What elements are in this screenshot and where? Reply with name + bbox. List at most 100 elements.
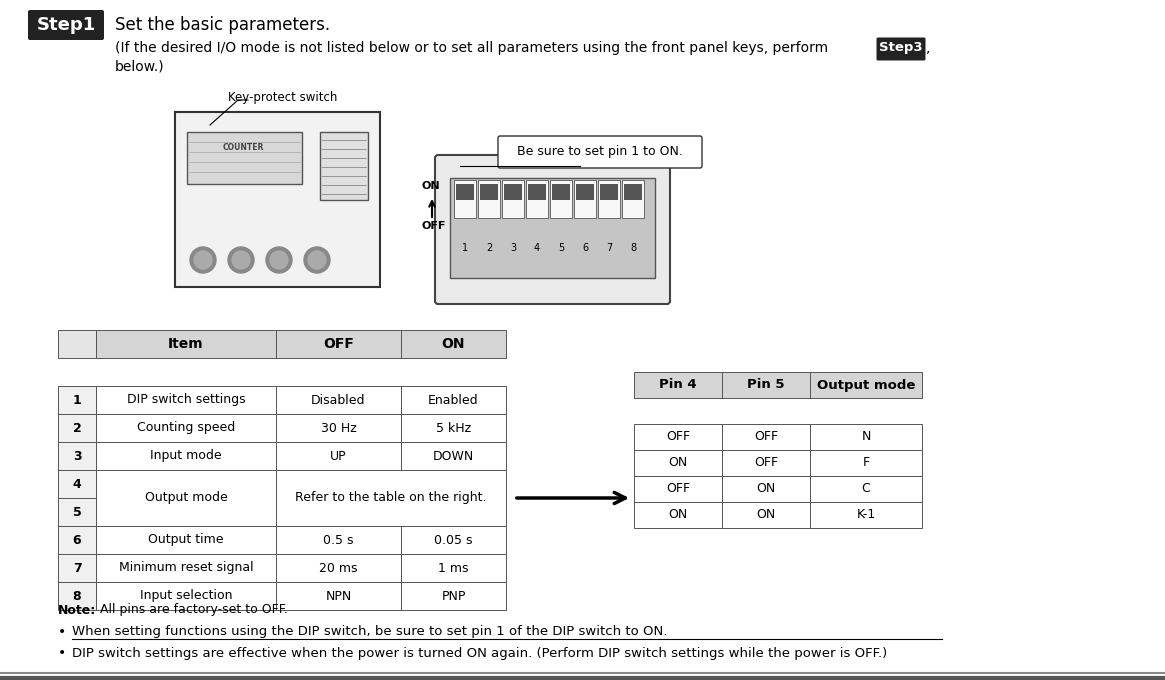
Circle shape <box>266 247 292 273</box>
Text: 5: 5 <box>558 243 564 253</box>
Text: OFF: OFF <box>754 456 778 469</box>
FancyBboxPatch shape <box>722 424 810 450</box>
Text: When setting functions using the DIP switch, be sure to set pin 1 of the DIP swi: When setting functions using the DIP swi… <box>72 626 668 639</box>
FancyBboxPatch shape <box>598 180 620 218</box>
Text: Input selection: Input selection <box>140 590 232 602</box>
FancyBboxPatch shape <box>401 442 506 470</box>
FancyBboxPatch shape <box>401 554 506 582</box>
FancyBboxPatch shape <box>58 414 96 442</box>
FancyBboxPatch shape <box>276 414 401 442</box>
FancyBboxPatch shape <box>58 526 96 554</box>
FancyBboxPatch shape <box>276 582 401 610</box>
Text: ON: ON <box>669 509 687 522</box>
FancyBboxPatch shape <box>401 526 506 554</box>
FancyBboxPatch shape <box>634 372 722 398</box>
Text: DOWN: DOWN <box>433 449 474 462</box>
FancyBboxPatch shape <box>722 372 810 398</box>
Text: Step3: Step3 <box>880 41 923 54</box>
Circle shape <box>232 251 250 269</box>
Text: 6: 6 <box>72 534 82 547</box>
FancyBboxPatch shape <box>634 450 722 476</box>
FancyBboxPatch shape <box>634 424 722 450</box>
Text: Note:: Note: <box>58 604 97 617</box>
Text: Output time: Output time <box>148 534 224 547</box>
Text: All pins are factory-set to OFF.: All pins are factory-set to OFF. <box>96 604 288 617</box>
Circle shape <box>195 251 212 269</box>
Text: F: F <box>862 456 869 469</box>
FancyBboxPatch shape <box>28 10 104 40</box>
Text: 8: 8 <box>630 243 636 253</box>
FancyBboxPatch shape <box>276 386 401 414</box>
Text: Output mode: Output mode <box>144 492 227 505</box>
FancyBboxPatch shape <box>276 526 401 554</box>
FancyBboxPatch shape <box>96 526 276 554</box>
Text: •: • <box>58 625 66 639</box>
Text: below.): below.) <box>115 59 164 73</box>
Text: Output mode: Output mode <box>817 379 916 392</box>
Text: ON: ON <box>756 483 776 496</box>
FancyBboxPatch shape <box>175 112 380 287</box>
FancyBboxPatch shape <box>504 184 522 200</box>
Text: 0.5 s: 0.5 s <box>323 534 354 547</box>
FancyBboxPatch shape <box>576 184 594 200</box>
FancyBboxPatch shape <box>401 330 506 358</box>
Text: OFF: OFF <box>666 483 690 496</box>
FancyBboxPatch shape <box>58 498 96 526</box>
FancyBboxPatch shape <box>401 582 506 610</box>
Circle shape <box>304 247 330 273</box>
FancyBboxPatch shape <box>876 37 925 61</box>
FancyBboxPatch shape <box>435 155 670 304</box>
FancyBboxPatch shape <box>401 414 506 442</box>
FancyBboxPatch shape <box>401 386 506 414</box>
FancyBboxPatch shape <box>552 184 570 200</box>
Text: 30 Hz: 30 Hz <box>320 422 356 435</box>
Text: OFF: OFF <box>422 221 446 231</box>
Circle shape <box>228 247 254 273</box>
FancyBboxPatch shape <box>722 450 810 476</box>
FancyBboxPatch shape <box>58 554 96 582</box>
FancyBboxPatch shape <box>58 330 96 358</box>
Text: DIP switch settings: DIP switch settings <box>127 394 246 407</box>
Text: 3: 3 <box>72 449 82 462</box>
Text: Pin 4: Pin 4 <box>659 379 697 392</box>
FancyBboxPatch shape <box>527 180 548 218</box>
Text: Step1: Step1 <box>36 16 96 34</box>
Text: DIP switch settings are effective when the power is turned ON again. (Perform DI: DIP switch settings are effective when t… <box>72 647 888 660</box>
Text: Refer to the table on the right.: Refer to the table on the right. <box>295 492 487 505</box>
Text: Counting speed: Counting speed <box>136 422 235 435</box>
FancyBboxPatch shape <box>634 502 722 528</box>
FancyBboxPatch shape <box>810 450 922 476</box>
FancyBboxPatch shape <box>58 470 96 498</box>
Text: ON: ON <box>442 337 465 351</box>
FancyBboxPatch shape <box>96 330 276 358</box>
FancyBboxPatch shape <box>320 132 368 200</box>
Text: (If the desired I/O mode is not listed below or to set all parameters using the : (If the desired I/O mode is not listed b… <box>115 41 828 55</box>
Circle shape <box>190 247 216 273</box>
FancyBboxPatch shape <box>622 180 644 218</box>
Text: 6: 6 <box>582 243 588 253</box>
FancyBboxPatch shape <box>58 386 96 414</box>
Text: •: • <box>58 646 66 660</box>
FancyBboxPatch shape <box>600 184 617 200</box>
Text: Item: Item <box>168 337 204 351</box>
FancyBboxPatch shape <box>188 132 302 184</box>
Text: 3: 3 <box>510 243 516 253</box>
Text: 2: 2 <box>486 243 492 253</box>
FancyBboxPatch shape <box>574 180 596 218</box>
Text: OFF: OFF <box>323 337 354 351</box>
Text: OFF: OFF <box>754 430 778 443</box>
Text: Key-protect switch: Key-protect switch <box>228 90 338 103</box>
FancyBboxPatch shape <box>528 184 546 200</box>
Circle shape <box>270 251 288 269</box>
FancyBboxPatch shape <box>810 424 922 450</box>
Text: 1: 1 <box>72 394 82 407</box>
FancyBboxPatch shape <box>624 184 642 200</box>
FancyBboxPatch shape <box>456 184 474 200</box>
Text: UP: UP <box>330 449 347 462</box>
Text: 2: 2 <box>72 422 82 435</box>
FancyBboxPatch shape <box>497 136 702 168</box>
Text: Set the basic parameters.: Set the basic parameters. <box>115 16 330 34</box>
Text: K-1: K-1 <box>856 509 876 522</box>
Text: PNP: PNP <box>442 590 466 602</box>
Text: Input mode: Input mode <box>150 449 221 462</box>
